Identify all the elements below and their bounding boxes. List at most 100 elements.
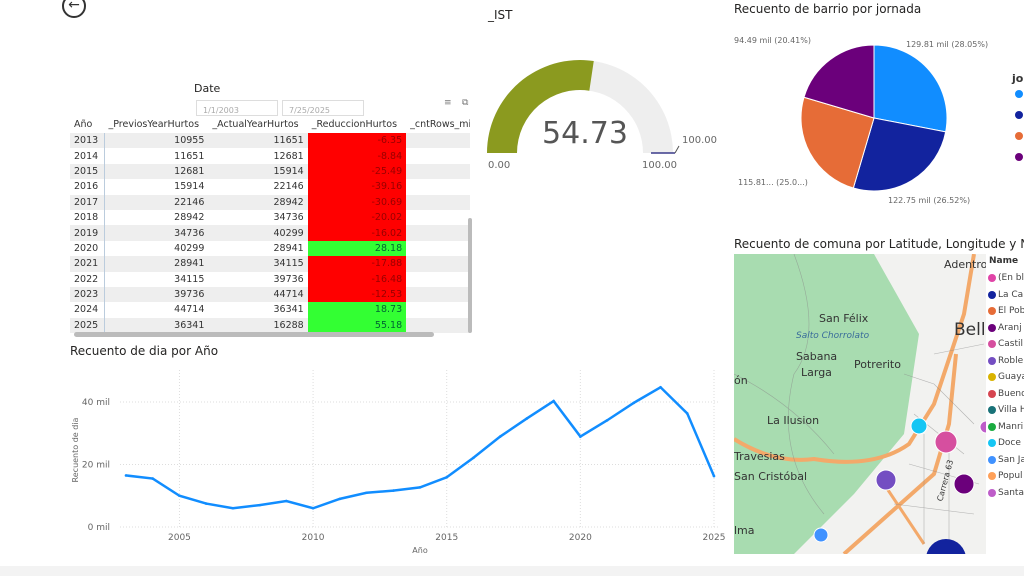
- table-row: 2016 15914 22146 -39.16: [70, 179, 470, 195]
- pie-legend-marker[interactable]: [1015, 153, 1023, 161]
- column-header[interactable]: _ReduccionHurtos: [311, 119, 398, 130]
- focus-mode-icon[interactable]: ⧉: [462, 98, 469, 108]
- gauge-target-label: 100.00: [682, 135, 717, 146]
- map-legend-item[interactable]: Villa H: [988, 402, 1024, 419]
- data-point[interactable]: [258, 503, 261, 507]
- legend-dot-icon: [988, 356, 996, 365]
- map-place: Potrerito: [854, 358, 901, 371]
- year-cell: 2025: [70, 317, 105, 334]
- data-point[interactable]: [685, 412, 689, 415]
- count-cell: [406, 179, 470, 194]
- data-point[interactable]: [151, 477, 155, 480]
- map-legend-item[interactable]: Popul: [988, 468, 1024, 485]
- year-cell: 2020: [70, 240, 105, 257]
- data-point[interactable]: [605, 419, 609, 422]
- map-bubble-doce: [910, 417, 928, 435]
- back-arrow-icon[interactable]: ←: [62, 0, 86, 18]
- legend-dot-icon: [988, 439, 996, 448]
- legend-dot-icon: [988, 488, 996, 497]
- data-point[interactable]: [472, 456, 475, 460]
- end-date-input[interactable]: 7/25/2025: [282, 100, 364, 116]
- series-line[interactable]: [125, 385, 716, 510]
- data-point[interactable]: [552, 399, 555, 403]
- count-cell: [406, 241, 470, 256]
- column-header[interactable]: Año: [74, 119, 93, 130]
- map-legend-item[interactable]: Buend: [988, 386, 1024, 403]
- data-point[interactable]: [338, 497, 342, 501]
- start-date-input[interactable]: 1/1/2003: [196, 100, 278, 116]
- map-bubble-san-javier: [813, 527, 829, 543]
- map-legend-item[interactable]: (En bl: [988, 270, 1024, 287]
- gauge-fill: [487, 59, 594, 153]
- data-point[interactable]: [498, 435, 502, 438]
- data-point[interactable]: [525, 417, 529, 420]
- data-point[interactable]: [445, 475, 449, 479]
- data-point[interactable]: [285, 499, 288, 503]
- legend-dot-icon: [988, 455, 996, 464]
- actual-cell: 34115: [208, 256, 308, 272]
- filter-icon[interactable]: ≡: [444, 98, 452, 108]
- actual-cell: 11651: [208, 133, 308, 149]
- map-legend-item[interactable]: Manri: [988, 419, 1024, 436]
- column-header[interactable]: _cntRows_migr: [410, 119, 470, 130]
- data-point[interactable]: [204, 502, 208, 505]
- previous-cell: 40299: [174, 242, 205, 254]
- slicer-label: Date: [194, 82, 221, 95]
- pie-slice[interactable]: [852, 117, 947, 192]
- x-tick-label: 2005: [168, 533, 191, 543]
- x-tick-label: 2025: [703, 533, 726, 543]
- table-row: 2013 10955 11651 -6.35: [70, 133, 470, 149]
- map-legend-item[interactable]: Santa: [988, 485, 1024, 502]
- column-header[interactable]: _PreviosYearHurtos: [108, 119, 200, 130]
- data-point[interactable]: [579, 435, 582, 438]
- pie-slice[interactable]: [800, 96, 875, 189]
- legend-label: Castil: [998, 339, 1024, 350]
- year-cell: 2019: [70, 225, 105, 241]
- pie-slice[interactable]: [803, 44, 875, 119]
- data-point[interactable]: [659, 385, 662, 389]
- map-place: Adentro: [944, 258, 986, 271]
- pie-chart: [800, 44, 948, 192]
- actual-cell: 15914: [208, 163, 308, 180]
- map-legend-item[interactable]: Aranj: [988, 320, 1024, 337]
- actual-cell: 34736: [273, 212, 304, 224]
- pie-legend-marker[interactable]: [1015, 90, 1023, 98]
- map-legend-item[interactable]: Roble: [988, 353, 1024, 370]
- pie-legend-marker[interactable]: [1015, 132, 1023, 140]
- map-place: Salto Chorrolato: [796, 331, 870, 341]
- legend-label: San Ja: [998, 454, 1024, 465]
- count-cell: 1: [406, 225, 470, 241]
- data-point[interactable]: [124, 474, 128, 477]
- data-point[interactable]: [391, 489, 395, 492]
- data-point[interactable]: [712, 474, 716, 478]
- legend-dot-icon: [988, 406, 996, 415]
- data-point[interactable]: [311, 506, 315, 510]
- data-point[interactable]: [632, 401, 636, 405]
- data-point[interactable]: [418, 486, 422, 489]
- table-vertical-scrollbar[interactable]: [468, 218, 472, 333]
- data-point[interactable]: [365, 491, 368, 495]
- map-legend-item[interactable]: Castil: [988, 336, 1024, 353]
- map-legend-item[interactable]: San Ja: [988, 452, 1024, 469]
- map-place: La Ilusion: [767, 414, 820, 427]
- map-legend-item[interactable]: El Pob: [988, 303, 1024, 320]
- map-legend-item[interactable]: Doce: [988, 435, 1024, 452]
- y-tick-label: 0 mil: [88, 523, 110, 533]
- map-legend-item[interactable]: La Ca: [988, 287, 1024, 304]
- gauge-title: _IST: [488, 8, 513, 22]
- pie-legend-marker[interactable]: [1015, 111, 1023, 119]
- legend-dot-icon: [988, 323, 996, 332]
- previous-cell: 15914: [174, 181, 205, 193]
- legend-dot-icon: [988, 340, 996, 349]
- map-place: lma: [734, 524, 755, 537]
- data-point[interactable]: [231, 506, 235, 510]
- table-horizontal-scrollbar[interactable]: [74, 332, 434, 337]
- data-point[interactable]: [178, 494, 181, 498]
- map-bubble-robledo: [875, 469, 897, 491]
- previous-cell: 22146: [104, 194, 209, 210]
- column-header[interactable]: _ActualYearHurtos: [212, 119, 299, 130]
- map[interactable]: [734, 254, 986, 554]
- map-legend-item[interactable]: Guaya: [988, 369, 1024, 386]
- y-tick-label: 20 mil: [82, 461, 110, 471]
- pie-slice[interactable]: [873, 44, 948, 133]
